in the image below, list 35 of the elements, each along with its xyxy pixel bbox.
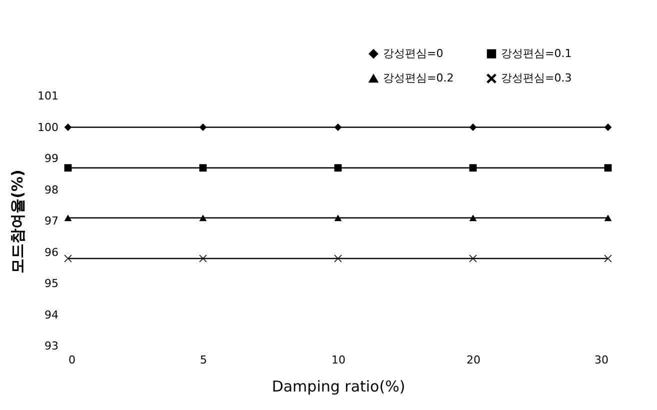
legend-label: 강성편심=0.1 — [501, 46, 572, 60]
legend-label: 강성편심=0 — [383, 46, 444, 60]
y-tick-label: 93 — [44, 340, 58, 352]
y-axis-title: 모드참여율(%) — [8, 170, 27, 274]
point — [604, 254, 612, 262]
point — [604, 214, 612, 222]
y-tick-label: 100 — [38, 120, 58, 134]
y-tick-label: 99 — [44, 152, 58, 165]
point — [199, 214, 207, 222]
point — [604, 164, 612, 172]
point — [64, 254, 72, 262]
y-tick-label: 95 — [44, 277, 58, 290]
point — [199, 164, 207, 172]
point — [334, 214, 342, 222]
y-tick-label: 98 — [44, 183, 58, 196]
y-tick-label: 94 — [44, 308, 58, 322]
point — [469, 164, 477, 172]
y-tick-label: 101 — [38, 90, 58, 102]
point — [334, 254, 342, 262]
point — [64, 214, 72, 222]
y-tick-label: 96 — [44, 246, 58, 259]
y-tick-label: 97 — [44, 214, 58, 228]
x-tick-label: 10 — [332, 354, 346, 366]
x-axis-title: Damping ratio(%) — [272, 378, 406, 396]
legend-label: 강성편심=0.3 — [501, 72, 572, 84]
point — [64, 164, 72, 172]
point — [199, 254, 207, 262]
legend-label: 강성편심=0.2 — [383, 72, 454, 84]
point — [334, 164, 342, 172]
x-tick-label: 20 — [466, 354, 480, 366]
x-tick-label: 5 — [200, 354, 207, 366]
point — [469, 254, 477, 262]
point — [469, 214, 477, 222]
x-tick-label: 30 — [594, 354, 608, 366]
x-tick-label: 0 — [68, 354, 76, 366]
